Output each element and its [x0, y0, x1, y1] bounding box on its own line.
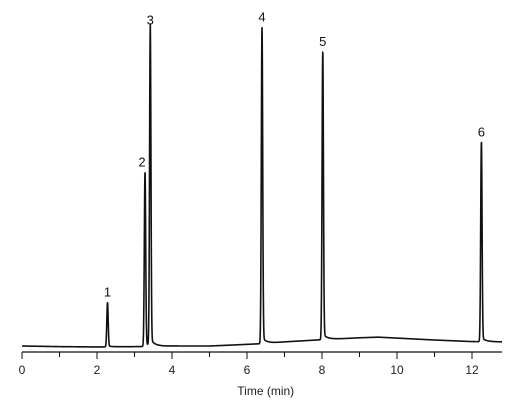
x-tick-label: 10 [390, 363, 404, 377]
x-tick-label: 6 [244, 363, 251, 377]
plot-area [21, 23, 503, 348]
peak-label-2: 2 [138, 155, 145, 170]
x-tick-label: 12 [465, 363, 479, 377]
x-tick-label: 8 [319, 363, 326, 377]
x-axis-title: Time (min) [237, 384, 294, 398]
peak-label-4: 4 [258, 10, 265, 25]
chromatogram-trace [21, 23, 503, 348]
x-axis: 0 2 4 6 8 10 12 [19, 351, 502, 377]
peak-label-6: 6 [478, 125, 485, 140]
peak-label-5: 5 [319, 34, 326, 49]
x-tick-label: 2 [94, 363, 101, 377]
peak-label-1: 1 [104, 285, 111, 300]
peak-label-3: 3 [147, 12, 154, 27]
x-tick-label: 0 [19, 363, 26, 377]
peak-labels: 1 2 3 4 5 6 [104, 10, 485, 300]
x-tick-label: 4 [169, 363, 176, 377]
